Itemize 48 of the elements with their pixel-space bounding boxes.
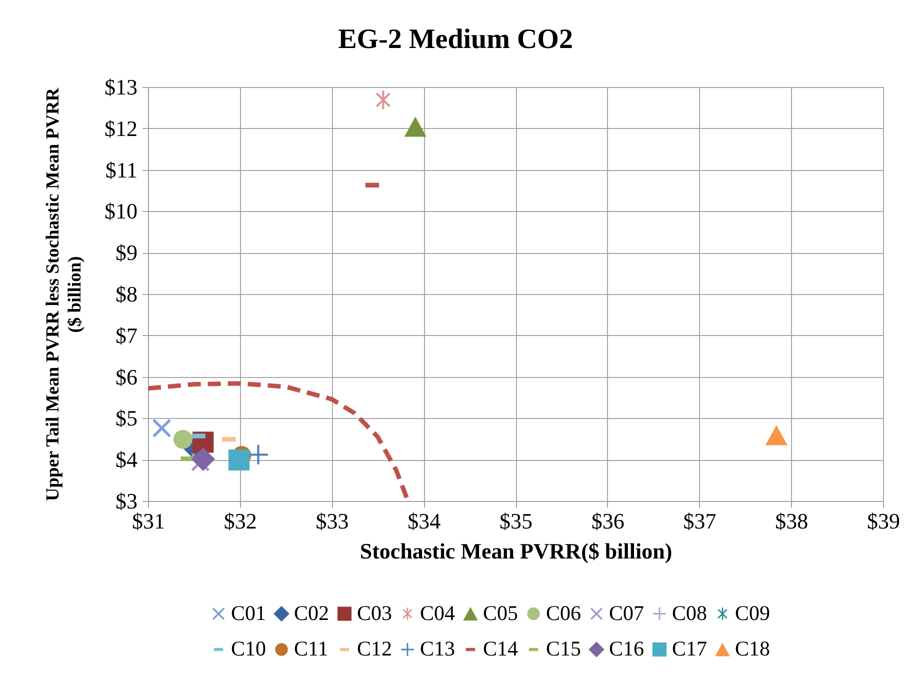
point	[248, 444, 268, 464]
legend-label: C03	[357, 600, 392, 625]
point	[376, 90, 390, 110]
legend-label: C14	[483, 636, 519, 660]
legend-label: C09	[735, 600, 770, 625]
legend-label: C11	[294, 636, 328, 660]
y-tick-label: $7	[116, 322, 138, 348]
line-series	[148, 381, 410, 501]
y-tick-label: $12	[104, 116, 138, 141]
point	[765, 425, 788, 446]
y-tick-label: $9	[116, 240, 138, 266]
x-tick-label: $38	[775, 508, 808, 534]
point	[173, 430, 192, 449]
legend-label: C10	[231, 636, 266, 660]
point	[228, 449, 250, 471]
point	[191, 447, 215, 472]
legend-label: C08	[672, 600, 708, 625]
chart-title: EG-2 Medium CO2	[338, 24, 573, 55]
x-tick-label: $36	[591, 508, 624, 534]
y-tick-label: $5	[116, 406, 138, 431]
legend-label: C16	[609, 636, 644, 660]
legend-label: C01	[231, 600, 266, 625]
legend-label: C18	[735, 636, 770, 660]
legend-label: C06	[546, 600, 582, 625]
x-tick-label: $33	[316, 508, 349, 534]
x-tick-label: $32	[224, 508, 257, 534]
x-tick-label: $35	[500, 508, 532, 534]
y-tick-label: $8	[116, 282, 138, 306]
y-axis-title: Upper Tail Mean PVRR less Stochastic Mean PVRR ($ billion)	[44, 87, 86, 502]
legend-label: C05	[483, 600, 518, 625]
legend-label: C17	[672, 636, 708, 660]
y-tick-label: $10	[104, 198, 138, 224]
x-tick-label: $37	[683, 508, 716, 534]
legend-label: C02	[294, 600, 330, 625]
y-tick-label: $4	[116, 447, 138, 472]
legend-label: C15	[546, 636, 582, 660]
legend-label: C07	[609, 600, 644, 625]
y-tick-label: $11	[105, 157, 138, 182]
x-tick-label: $39	[867, 508, 900, 534]
x-axis-title: Stochastic Mean PVRR($ billion)	[360, 538, 672, 564]
y-tick-label: $6	[116, 364, 138, 390]
legend-label: C13	[420, 636, 456, 660]
point	[152, 418, 171, 438]
point	[404, 116, 426, 137]
legend-label: C12	[357, 636, 392, 660]
y-tick-label: $13	[104, 74, 138, 100]
x-tick-label: $34	[408, 508, 441, 534]
legend-label: C04	[420, 600, 456, 625]
